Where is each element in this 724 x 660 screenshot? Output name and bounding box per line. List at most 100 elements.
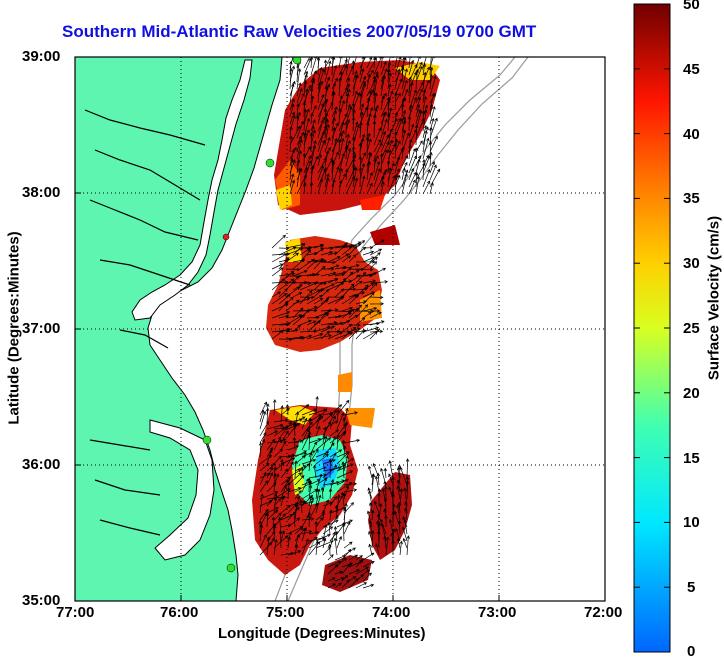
velocity-arrow [296, 138, 303, 160]
velocity-arrow [323, 166, 328, 181]
velocity-arrow [289, 83, 295, 104]
velocity-arrow [334, 570, 343, 575]
velocity-arrow [303, 182, 307, 195]
velocity-arrow [397, 520, 402, 535]
velocity-arrow [334, 253, 350, 263]
velocity-arrow [317, 130, 326, 153]
velocity-arrow [289, 60, 293, 76]
velocity-arrow [292, 307, 304, 319]
velocity-arrow [388, 460, 394, 479]
velocity-arrow [259, 410, 267, 430]
velocity-arrow [362, 311, 372, 319]
velocity-arrow [348, 560, 363, 568]
velocity-arrow [271, 291, 282, 298]
velocity-arrow [359, 75, 367, 90]
velocity-arrow [294, 503, 299, 521]
velocity-arrow [422, 168, 431, 188]
velocity-arrow [259, 524, 264, 542]
velocity-arrow [343, 407, 349, 423]
velocity-arrow [294, 460, 298, 479]
velocity-arrow [271, 267, 284, 277]
velocity-arrow [336, 535, 343, 549]
colorbar-tick-label: 40 [683, 126, 700, 143]
velocity-arrow [429, 105, 436, 125]
velocity-arrow [280, 479, 290, 493]
velocity-arrow [294, 527, 306, 542]
velocity-arrow [386, 160, 391, 174]
velocity-arrow [422, 130, 428, 153]
grid-lines [75, 57, 605, 601]
velocity-arrow [380, 130, 387, 146]
velocity-arrow [294, 533, 300, 549]
velocity-arrow [378, 502, 383, 521]
velocity-arrow [362, 326, 380, 333]
velocity-arrow [303, 84, 312, 104]
velocity-arrow [308, 451, 313, 472]
velocity-arrow [369, 261, 378, 270]
velocity-arrow [285, 275, 300, 291]
velocity-arrow [366, 138, 372, 153]
velocity-arrow [334, 242, 348, 256]
x-tick-label: 74:00 [372, 604, 411, 621]
velocity-arrow [414, 124, 419, 146]
velocity-arrow [294, 490, 302, 500]
velocity-arrow [387, 68, 391, 83]
velocity-arrow [315, 408, 328, 423]
velocity-arrow [313, 298, 324, 305]
velocity-arrow [391, 539, 395, 556]
velocity-arrow [336, 451, 350, 465]
velocity-arrow [320, 283, 335, 291]
velocity-arrow [401, 129, 407, 146]
velocity-arrow [401, 67, 405, 83]
velocity-arrow [338, 167, 343, 181]
velocity-arrow [355, 240, 366, 249]
velocity-arrow [373, 168, 381, 188]
velocity-arrow [301, 527, 308, 542]
velocity-arrow [383, 535, 387, 549]
velocity-arrow [341, 563, 351, 575]
velocity-arrow [317, 66, 323, 83]
velocity-arrow [334, 582, 342, 589]
velocity-arrows [258, 57, 441, 589]
velocity-arrow [358, 156, 363, 174]
velocity-arrow [396, 537, 401, 549]
velocity-arrow [309, 132, 314, 153]
velocity-arrow [331, 137, 338, 160]
velocity-arrow [303, 146, 311, 160]
velocity-arrow [331, 117, 336, 132]
velocity-arrow [259, 500, 273, 507]
velocity-arrow [315, 466, 327, 472]
sound-tributary [89, 439, 161, 536]
velocity-arrow [312, 464, 317, 479]
velocity-arrow [362, 583, 375, 589]
velocity-arrow [348, 291, 365, 298]
velocity-arrow [394, 68, 401, 90]
velocity-arrow [259, 491, 279, 500]
velocity-arrow [289, 67, 293, 90]
velocity-arrow [313, 248, 324, 256]
velocity-arrow [273, 466, 277, 479]
colorbar-tick-label: 35 [683, 190, 700, 207]
velocity-arrow [321, 267, 335, 271]
velocity-arrow [429, 73, 434, 90]
velocity-arrow [383, 467, 388, 479]
velocity-arrow [345, 147, 352, 167]
velocity-arrow [345, 168, 349, 181]
velocity-arrow [308, 530, 320, 535]
velocity-arrow [303, 131, 308, 153]
velocity-arrow [408, 59, 415, 76]
velocity-arrow [317, 102, 325, 125]
velocity-arrow [287, 453, 294, 465]
velocity-arrow [289, 173, 295, 188]
velocity-arrow [289, 179, 296, 195]
velocity-arrow [387, 128, 393, 146]
velocity-arrow [376, 530, 381, 549]
velocity-arrow [271, 311, 291, 319]
velocity-arrow [352, 90, 358, 104]
velocity-arrow [343, 438, 361, 444]
velocity-arrow [331, 64, 338, 83]
velocity-arrow [292, 421, 297, 437]
velocity-arrow [401, 103, 405, 118]
velocity-arrow [355, 271, 367, 284]
velocity-arrow [369, 302, 385, 306]
